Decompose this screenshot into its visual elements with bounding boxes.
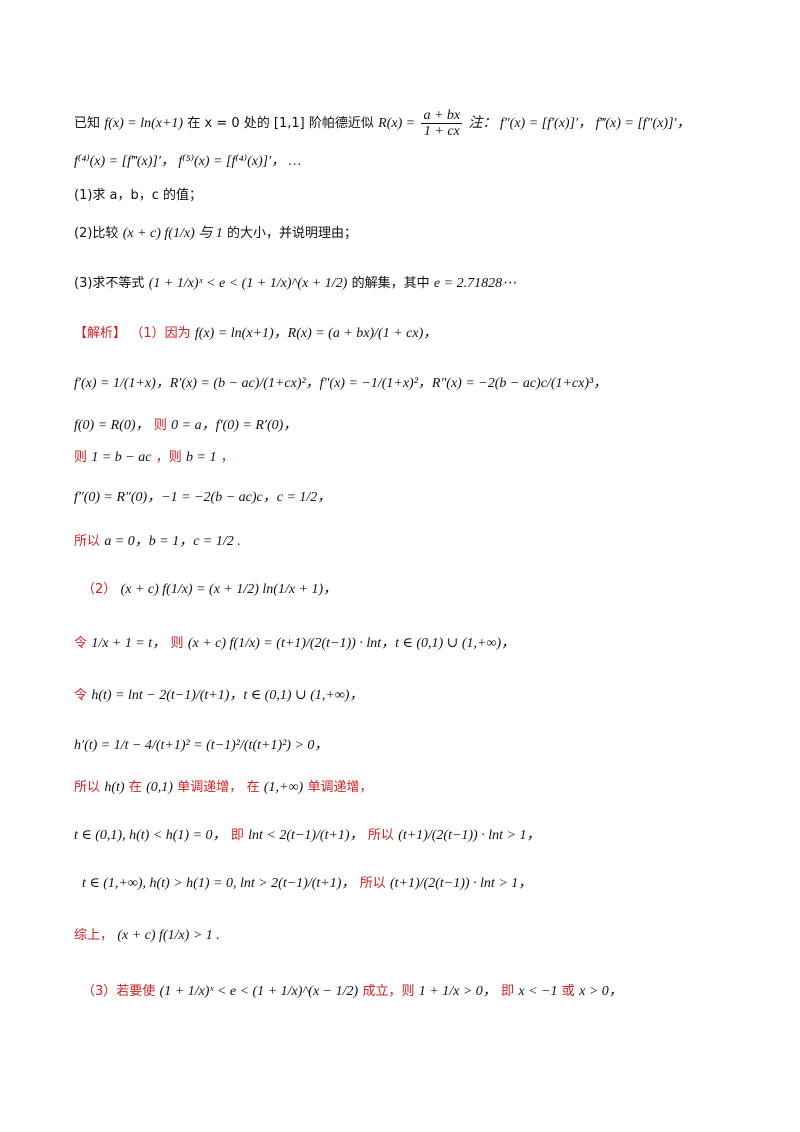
solution-label: 【解析】 <box>74 326 127 341</box>
question-2-post: 的大小，并说明理由； <box>227 226 358 241</box>
summary-word: 综上， <box>74 928 114 943</box>
part-2-line: （2） (x + c) f(1/x) = (x + 1/2) ln(1/x + … <box>82 578 760 598</box>
question-3: (3)求不等式 (1 + 1/x)ˣ < e < (1 + 1/x)^(x + … <box>74 272 760 292</box>
problem-line-1: 已知 f(x) = ln(x+1) 在 x = 0 处的 [1,1] 阶帕德近似… <box>74 108 760 139</box>
summary-expr: (x + c) f(1/x) > 1 . <box>117 928 220 943</box>
part-3-line: （3）若要使 (1 + 1/x)ˣ < e < (1 + 1/x)^(x − 1… <box>82 980 760 1000</box>
mono-increase-1: 单调递增， <box>177 780 243 795</box>
then-line: 则 1 = b − ac ，则 b = 1 ， <box>74 446 760 466</box>
part-3-range-2: x > 0， <box>579 984 623 999</box>
mono-so: 所以 <box>74 780 101 795</box>
so-result: a = 0，b = 1，c = 1/2 . <box>104 534 241 549</box>
pade-numerator: a + bx <box>421 108 463 124</box>
let-h-line: 令 h(t) = lnt − 2(t−1)/(t+1)，t ∈ (0,1) ∪ … <box>74 684 760 704</box>
euler-number: e = 2.71828⋯ <box>433 276 517 291</box>
condition-0-expr: f(0) = R(0)， <box>74 418 150 433</box>
note-text-2: f⁽⁴⁾(x) = [f‴(x)]′， f⁽⁵⁾(x) = [f⁽⁴⁾(x)]′… <box>74 154 302 169</box>
mono-increase-2: 单调递增， <box>307 780 373 795</box>
let-word: 令 <box>74 636 88 651</box>
case-1-so: 所以 <box>367 828 394 843</box>
let-h-word: 令 <box>74 688 88 703</box>
let-line: 令 1/x + 1 = t， 则 (x + c) f(1/x) = (t+1)/… <box>74 632 760 652</box>
part-3-condition: 1 + 1/x > 0， <box>418 984 497 999</box>
case-2-line: t ∈ (1,+∞), h(t) > h(1) = 0, lnt > 2(t−1… <box>82 872 760 892</box>
question-1-text: (1)求 a，b，c 的值； <box>74 188 203 203</box>
derivatives-line: f′(x) = 1/(1+x)，R′(x) = (b − ac)/(1+cx)²… <box>74 372 760 392</box>
question-2: (2)比较 (x + c) f(1/x) 与 1 的大小，并说明理由； <box>74 222 760 242</box>
part-3-ji: 即 <box>501 984 515 999</box>
part-2-expr: (x + c) f(1/x) = (x + 1/2) ln(1/x + 1)， <box>120 582 338 597</box>
then-expr: 1 = b − ac <box>91 450 152 465</box>
derivatives-expr: f′(x) = 1/(1+x)，R′(x) = (b − ac)/(1+cx)²… <box>74 376 608 391</box>
condition-2-line: f″(0) = R″(0)，−1 = −2(b − ac)c，c = 1/2， <box>74 486 760 506</box>
intro-pre: 已知 <box>74 116 101 131</box>
so-word: 所以 <box>74 534 101 549</box>
question-2-pre: (2)比较 <box>74 226 119 241</box>
case-1-final: (t+1)/(2(t−1)) · lnt > 1， <box>398 828 541 843</box>
pade-lhs: R(x) = <box>378 116 416 131</box>
let-h-expr: h(t) = lnt − 2(t−1)/(t+1)，t ∈ (0,1) ∪ (1… <box>91 688 364 703</box>
mono-interval-1: (0,1) <box>146 780 173 795</box>
problem-line-2: f⁽⁴⁾(x) = [f‴(x)]′， f⁽⁵⁾(x) = [f⁽⁴⁾(x)]′… <box>74 150 760 170</box>
case-1-expr: t ∈ (0,1), h(t) < h(1) = 0， <box>74 828 227 843</box>
mono-in-2: 在 <box>246 780 260 795</box>
case-1-ji: 即 <box>230 828 244 843</box>
question-1: (1)求 a，b，c 的值； <box>74 184 760 203</box>
condition-2-expr: f″(0) = R″(0)，−1 = −2(b − ac)c，c = 1/2， <box>74 490 332 505</box>
mono-in: 在 <box>128 780 142 795</box>
solution-1-expr: f(x) = ln(x+1)，R(x) = (a + bx)/(1 + cx)， <box>194 326 438 341</box>
pade-denominator: 1 + cx <box>423 124 460 139</box>
part-2-label: （2） <box>82 582 117 597</box>
condition-0-line: f(0) = R(0)， 则 0 = a，f′(0) = R′(0)， <box>74 414 760 434</box>
so-line: 所以 a = 0，b = 1，c = 1/2 . <box>74 530 760 550</box>
then-end: ， <box>220 450 234 465</box>
intro-mid: 在 x = 0 处的 [1,1] 阶帕德近似 <box>187 116 374 131</box>
case-2-expr: t ∈ (1,+∞), h(t) > h(1) = 0, lnt > 2(t−1… <box>82 876 356 891</box>
solution-1-pre: （1）因为 <box>130 326 191 341</box>
function-def: f(x) = ln(x+1) <box>104 116 184 131</box>
then-word: 则 <box>74 450 88 465</box>
mono-h: h(t) <box>104 780 125 795</box>
question-2-expr: (x + c) f(1/x) 与 1 <box>122 226 223 241</box>
part-3-mid: 成立，则 <box>362 984 415 999</box>
summary-line: 综上， (x + c) f(1/x) > 1 . <box>74 924 760 944</box>
then-sep: ，则 <box>155 450 182 465</box>
let-result: (x + c) f(1/x) = (t+1)/(2(t−1)) · lnt，t … <box>187 636 516 651</box>
pade-fraction: a + bx 1 + cx <box>421 108 463 139</box>
part-3-range-1: x < −1 <box>518 984 558 999</box>
case-1-line: t ∈ (0,1), h(t) < h(1) = 0， 即 lnt < 2(t−… <box>74 824 760 844</box>
h-prime-expr: h′(t) = 1/t − 4/(t+1)² = (t−1)²/(t(t+1)²… <box>74 738 329 753</box>
question-3-pre: (3)求不等式 <box>74 276 145 291</box>
monotonic-line: 所以 h(t) 在 (0,1) 单调递增， 在 (1,+∞) 单调递增， <box>74 776 760 796</box>
case-1-result: lnt < 2(t−1)/(t+1)， <box>248 828 364 843</box>
then-result: b = 1 <box>186 450 217 465</box>
condition-0-result: 0 = a，f′(0) = R′(0)， <box>171 418 298 433</box>
solution-part-1-header: 【解析】 （1）因为 f(x) = ln(x+1)，R(x) = (a + bx… <box>74 322 760 342</box>
part-3-or: 或 <box>561 984 575 999</box>
let-then: 则 <box>170 636 184 651</box>
part-3-expr: (1 + 1/x)ˣ < e < (1 + 1/x)^(x − 1/2) <box>159 984 359 999</box>
condition-0-then: 则 <box>153 418 167 433</box>
part-3-label: （3）若要使 <box>82 984 156 999</box>
question-3-expr: (1 + 1/x)ˣ < e < (1 + 1/x)^(x + 1/2) <box>148 276 348 291</box>
case-2-final: (t+1)/(2(t−1)) · lnt > 1， <box>390 876 533 891</box>
h-prime-line: h′(t) = 1/t − 4/(t+1)² = (t−1)²/(t(t+1)²… <box>74 734 760 754</box>
mono-interval-2: (1,+∞) <box>263 780 304 795</box>
note-text: 注： f″(x) = [f′(x)]′， f‴(x) = [f″(x)]′， <box>468 116 691 131</box>
question-3-post: 的解集，其中 <box>351 276 430 291</box>
case-2-so: 所以 <box>359 876 386 891</box>
let-expr: 1/x + 1 = t， <box>91 636 167 651</box>
